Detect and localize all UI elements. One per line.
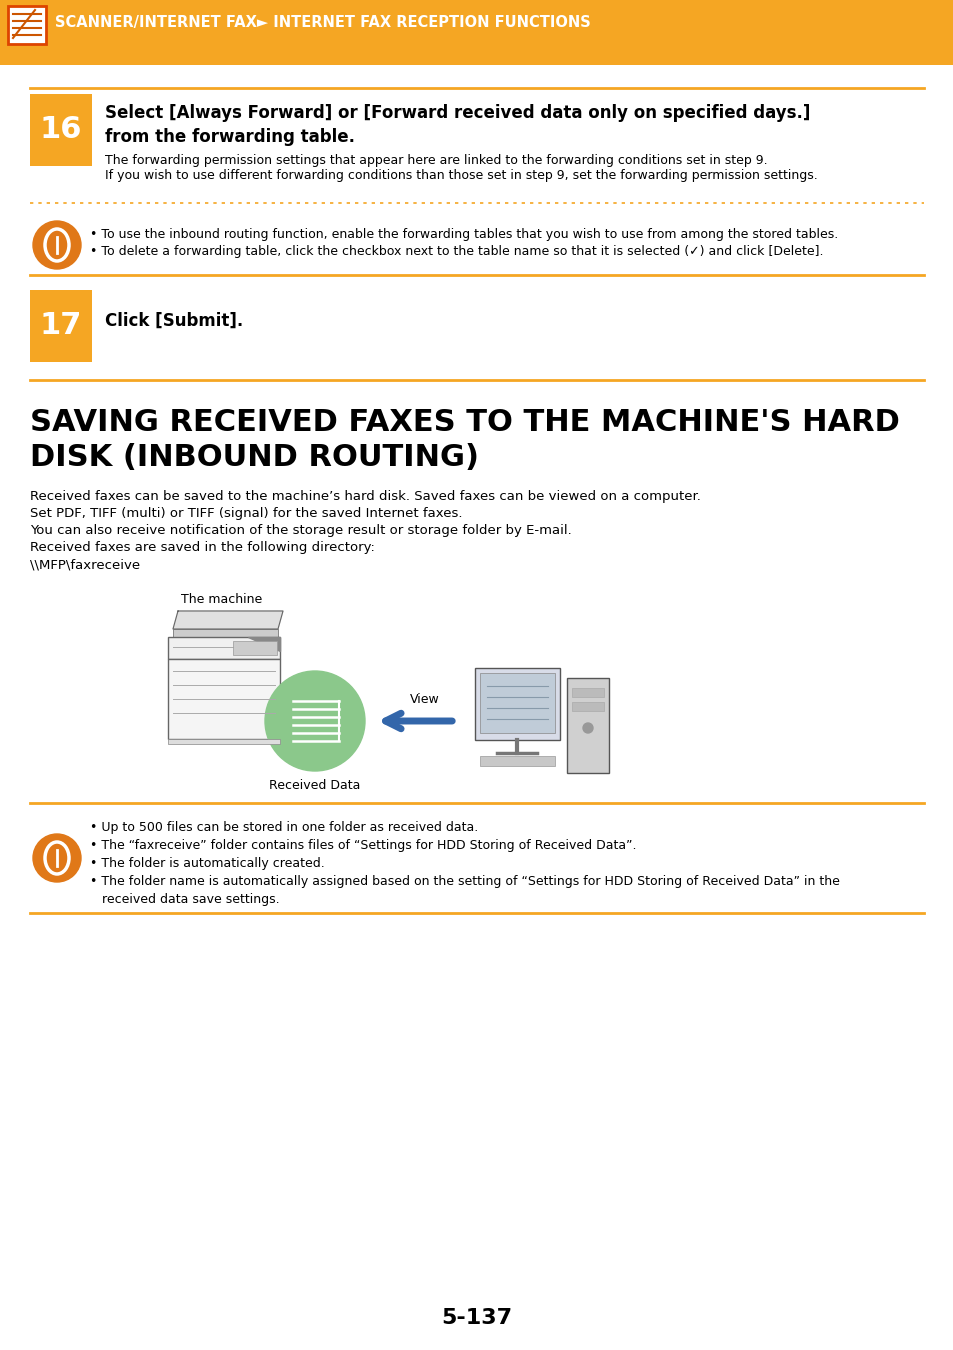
FancyBboxPatch shape: [479, 756, 555, 765]
Text: from the forwarding table.: from the forwarding table.: [105, 128, 355, 146]
Text: Click [Submit].: Click [Submit].: [105, 312, 243, 329]
Text: • The folder name is automatically assigned based on the setting of “Settings fo: • The folder name is automatically assig…: [90, 875, 839, 888]
FancyBboxPatch shape: [566, 678, 608, 774]
FancyBboxPatch shape: [572, 702, 603, 711]
Text: • To use the inbound routing function, enable the forwarding tables that you wis: • To use the inbound routing function, e…: [90, 228, 838, 242]
FancyBboxPatch shape: [168, 659, 280, 738]
Text: The machine: The machine: [181, 593, 262, 606]
Text: The forwarding permission settings that appear here are linked to the forwarding: The forwarding permission settings that …: [105, 154, 767, 167]
Text: • The folder is automatically created.: • The folder is automatically created.: [90, 857, 324, 869]
Text: 16: 16: [40, 116, 82, 144]
Text: DISK (INBOUND ROUTING): DISK (INBOUND ROUTING): [30, 443, 478, 472]
FancyArrowPatch shape: [385, 713, 452, 729]
Text: Set PDF, TIFF (multi) or TIFF (signal) for the saved Internet faxes.: Set PDF, TIFF (multi) or TIFF (signal) f…: [30, 508, 462, 520]
Text: You can also receive notification of the storage result or storage folder by E-m: You can also receive notification of the…: [30, 524, 571, 537]
Text: SAVING RECEIVED FAXES TO THE MACHINE'S HARD: SAVING RECEIVED FAXES TO THE MACHINE'S H…: [30, 408, 899, 437]
Circle shape: [265, 671, 365, 771]
Text: Select [Always Forward] or [Forward received data only on specified days.]: Select [Always Forward] or [Forward rece…: [105, 104, 809, 122]
Circle shape: [33, 834, 81, 882]
Text: Received faxes are saved in the following directory:: Received faxes are saved in the followin…: [30, 541, 375, 554]
FancyBboxPatch shape: [0, 0, 953, 50]
Text: • To delete a forwarding table, click the checkbox next to the table name so tha: • To delete a forwarding table, click th…: [90, 244, 822, 258]
Circle shape: [33, 221, 81, 269]
FancyBboxPatch shape: [572, 688, 603, 697]
Text: 5-137: 5-137: [441, 1308, 512, 1328]
FancyBboxPatch shape: [233, 641, 276, 655]
Polygon shape: [248, 637, 280, 651]
Text: View: View: [410, 693, 439, 706]
FancyBboxPatch shape: [30, 95, 91, 166]
FancyBboxPatch shape: [172, 629, 277, 637]
Text: \\MFP\faxreceive: \\MFP\faxreceive: [30, 558, 140, 571]
FancyBboxPatch shape: [0, 65, 953, 1350]
Text: SCANNER/INTERNET FAX► INTERNET FAX RECEPTION FUNCTIONS: SCANNER/INTERNET FAX► INTERNET FAX RECEP…: [55, 15, 590, 30]
FancyBboxPatch shape: [8, 5, 46, 45]
FancyBboxPatch shape: [479, 674, 555, 733]
Polygon shape: [172, 612, 283, 629]
Circle shape: [582, 724, 593, 733]
FancyBboxPatch shape: [168, 637, 280, 659]
Text: received data save settings.: received data save settings.: [90, 892, 279, 906]
Text: Received Data: Received Data: [269, 779, 360, 792]
Text: Received faxes can be saved to the machine’s hard disk. Saved faxes can be viewe: Received faxes can be saved to the machi…: [30, 490, 700, 504]
FancyBboxPatch shape: [30, 290, 91, 362]
FancyBboxPatch shape: [0, 50, 953, 65]
Text: If you wish to use different forwarding conditions than those set in step 9, set: If you wish to use different forwarding …: [105, 169, 817, 182]
Text: • Up to 500 files can be stored in one folder as received data.: • Up to 500 files can be stored in one f…: [90, 821, 477, 834]
FancyBboxPatch shape: [475, 668, 559, 740]
FancyBboxPatch shape: [168, 738, 280, 744]
Text: • The “faxreceive” folder contains files of “Settings for HDD Storing of Receive: • The “faxreceive” folder contains files…: [90, 838, 636, 852]
Text: 17: 17: [40, 312, 82, 340]
